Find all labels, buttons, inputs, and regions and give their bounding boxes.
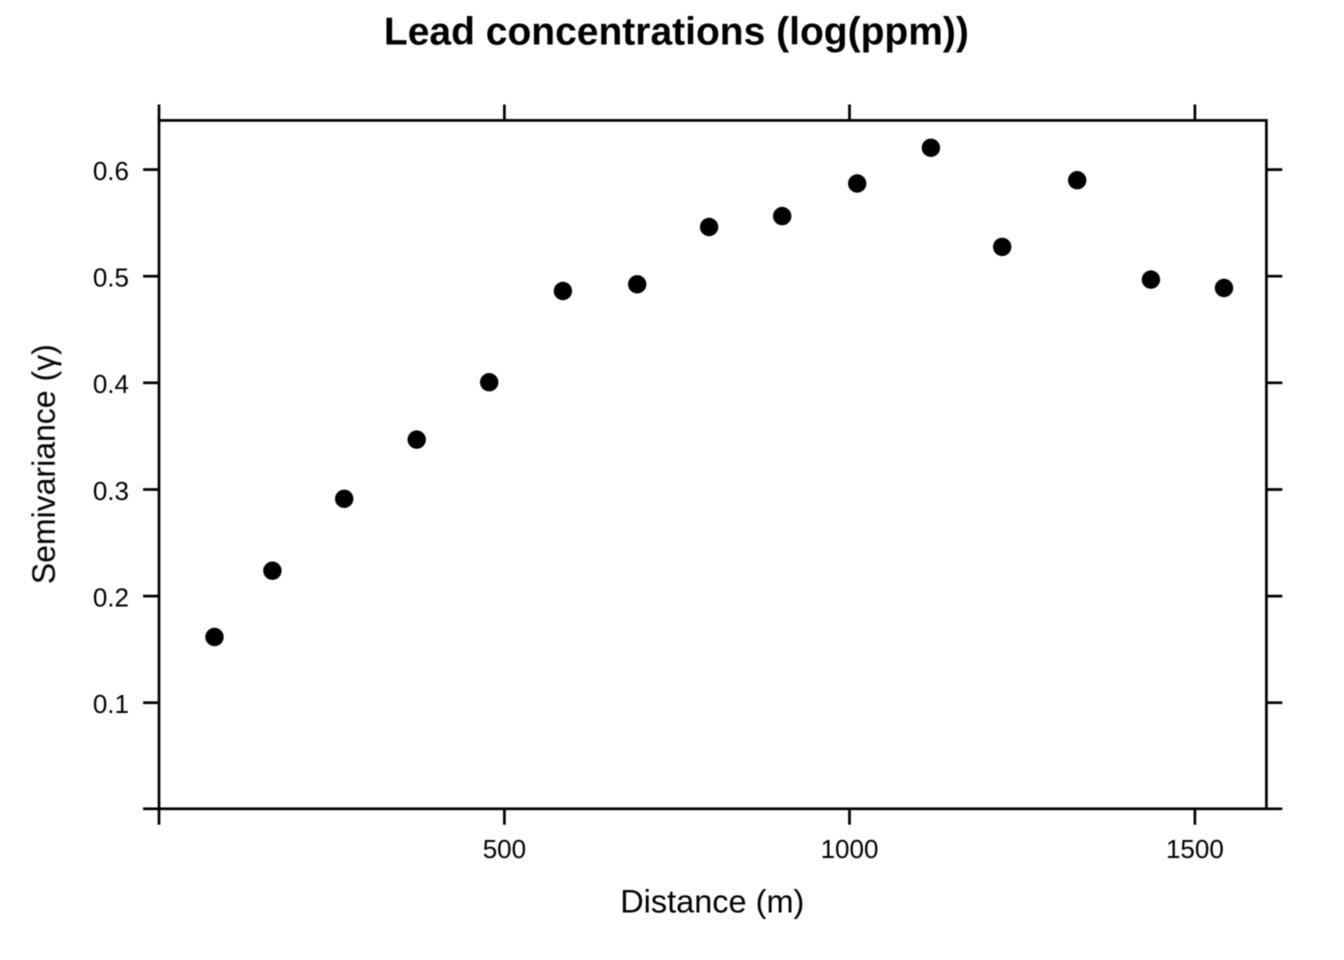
svg-text:0.4: 0.4: [93, 369, 129, 399]
svg-text:0.3: 0.3: [93, 476, 129, 506]
svg-text:0.5: 0.5: [93, 263, 129, 293]
svg-text:Semivariance (γ): Semivariance (γ): [26, 344, 62, 584]
svg-text:0.6: 0.6: [93, 156, 129, 186]
svg-text:Lead concentrations (log(ppm)): Lead concentrations (log(ppm)): [384, 10, 969, 53]
svg-text:500: 500: [483, 834, 526, 864]
svg-text:1500: 1500: [1166, 834, 1224, 864]
svg-text:0.2: 0.2: [93, 582, 129, 612]
svg-text:0.1: 0.1: [93, 689, 129, 719]
svg-text:Distance (m): Distance (m): [620, 883, 804, 919]
svg-text:1000: 1000: [821, 834, 879, 864]
